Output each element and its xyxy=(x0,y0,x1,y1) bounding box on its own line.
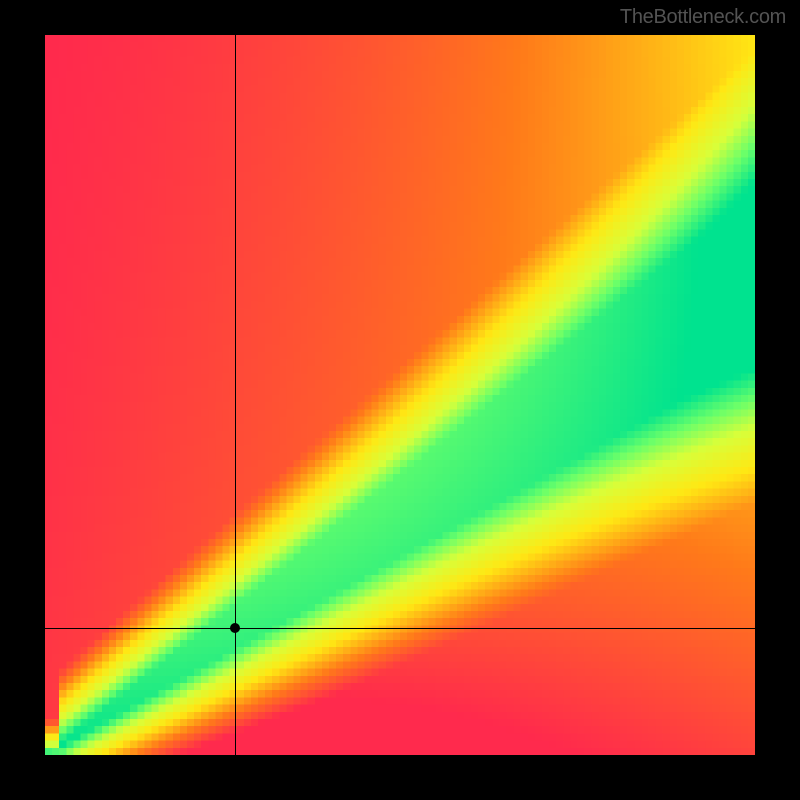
crosshair-vertical xyxy=(235,35,236,755)
data-point-marker xyxy=(230,623,240,633)
heatmap-canvas xyxy=(45,35,755,755)
heatmap-chart xyxy=(45,35,755,755)
crosshair-horizontal xyxy=(45,628,755,629)
watermark-text: TheBottleneck.com xyxy=(620,6,786,29)
